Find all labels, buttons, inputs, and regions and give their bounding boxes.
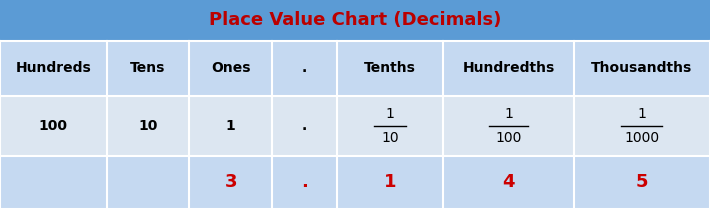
Text: 100: 100 [39, 119, 67, 133]
Text: 10: 10 [138, 119, 158, 133]
Text: Thousandths: Thousandths [591, 61, 692, 75]
Text: .: . [301, 173, 308, 191]
Bar [0, 156, 710, 209]
Text: Hundredths: Hundredths [462, 61, 555, 75]
Bar [0, 0, 710, 41]
Bar [0, 41, 710, 96]
Text: .: . [302, 119, 307, 133]
Text: 1: 1 [384, 173, 396, 191]
Text: 100: 100 [496, 131, 522, 145]
Text: 1: 1 [638, 107, 646, 121]
Text: .: . [302, 61, 307, 75]
Text: 10: 10 [381, 131, 399, 145]
Text: 3: 3 [224, 173, 237, 191]
Text: Place Value Chart (Decimals): Place Value Chart (Decimals) [209, 11, 501, 29]
Text: 5: 5 [635, 173, 648, 191]
Text: 1: 1 [226, 119, 236, 133]
Text: 1000: 1000 [624, 131, 660, 145]
Text: Hundreds: Hundreds [16, 61, 91, 75]
Text: Tens: Tens [130, 61, 165, 75]
Text: Ones: Ones [211, 61, 251, 75]
Text: 4: 4 [502, 173, 515, 191]
Text: 1: 1 [504, 107, 513, 121]
Bar [0, 96, 710, 156]
Text: 1: 1 [386, 107, 395, 121]
Text: Tenths: Tenths [364, 61, 416, 75]
